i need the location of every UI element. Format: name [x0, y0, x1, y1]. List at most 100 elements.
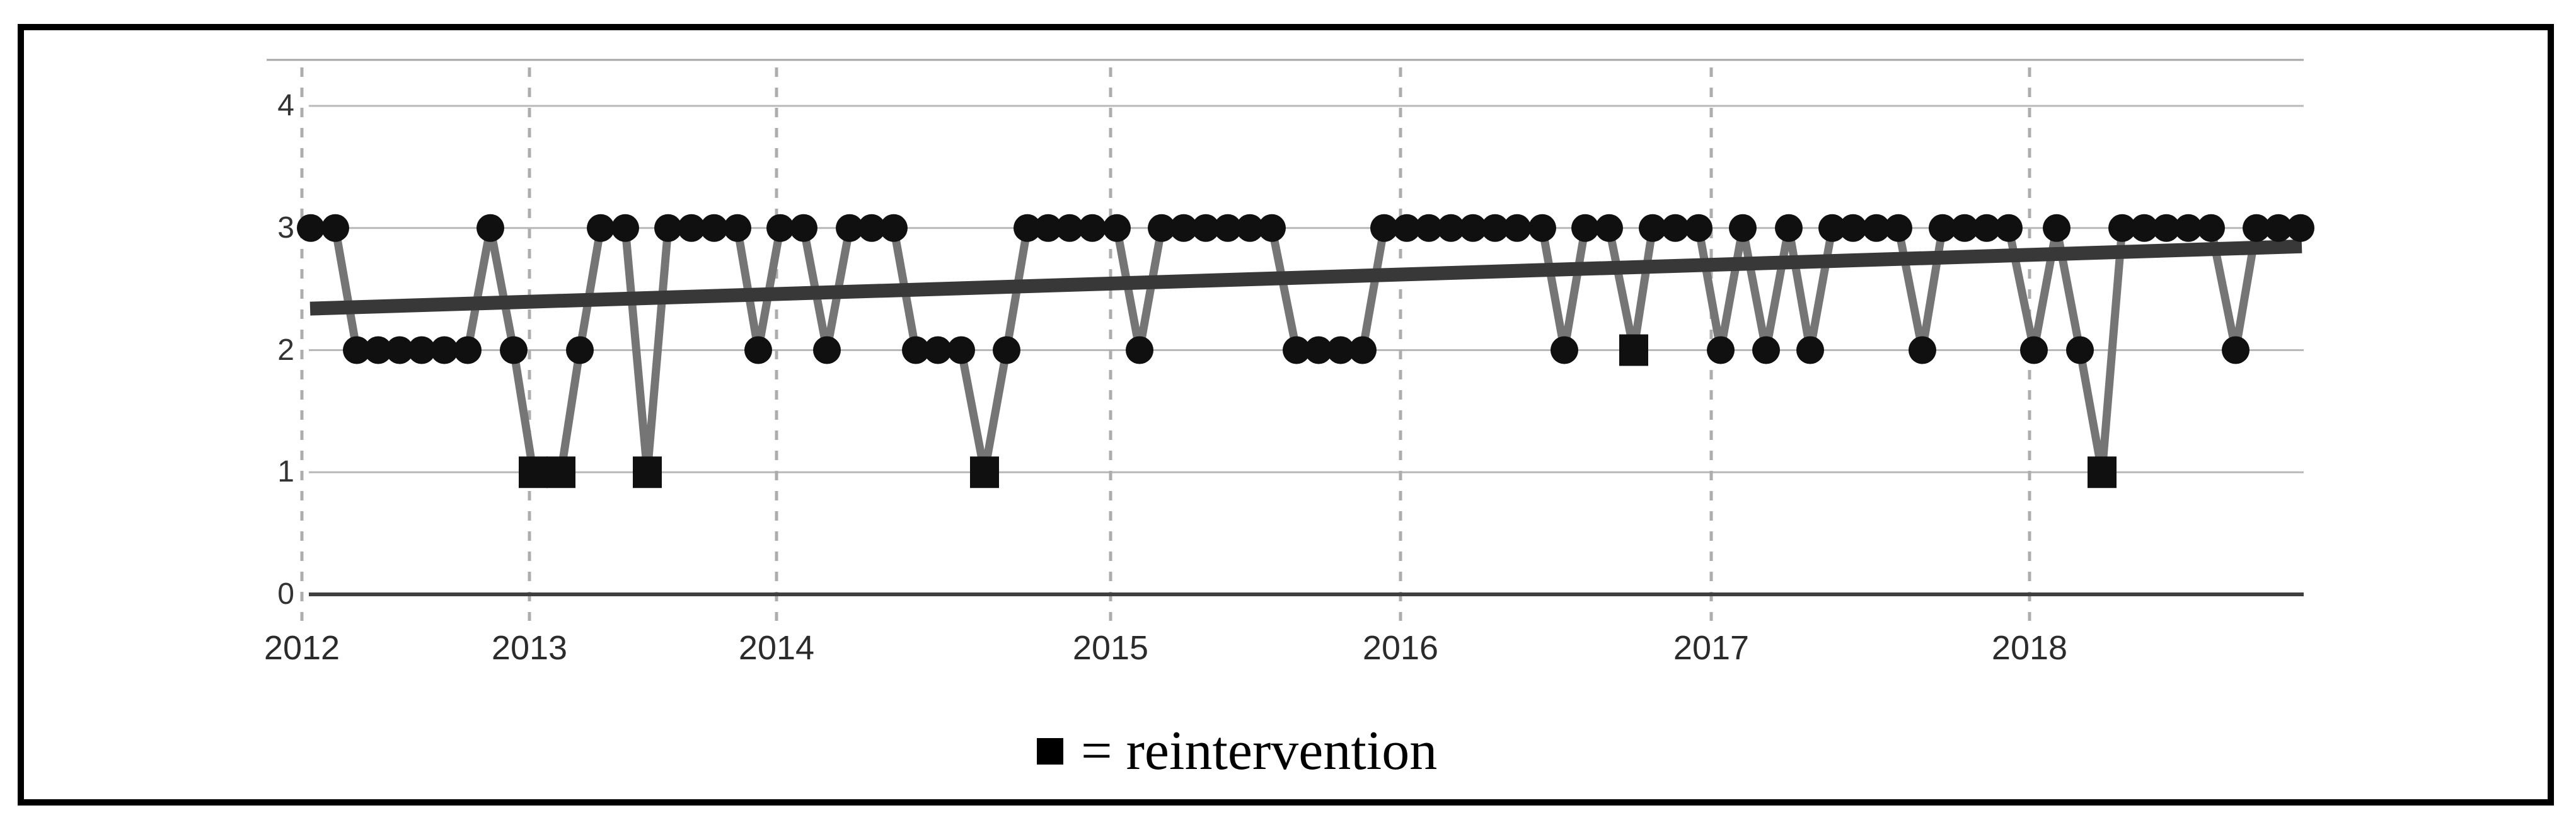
x-tick-label-2014: 2014: [738, 629, 815, 667]
exam-marker: [1685, 214, 1713, 242]
exam-marker: [1437, 214, 1465, 242]
exam-marker: [1034, 214, 1062, 242]
exam-marker: [1236, 214, 1264, 242]
exam-marker: [1551, 336, 1578, 364]
exam-marker: [1393, 214, 1421, 242]
legend-label: = reintervention: [1081, 720, 1438, 782]
exam-marker: [902, 336, 930, 364]
exam-marker: [724, 214, 751, 242]
exam-marker: [1729, 214, 1757, 242]
exam-marker: [1639, 214, 1666, 242]
reintervention-square-icon: [1037, 738, 1063, 765]
exam-marker: [2197, 214, 2225, 242]
exam-marker: [1078, 214, 1106, 242]
exam-marker: [408, 336, 436, 364]
exam-marker: [813, 336, 841, 364]
figure-border: [18, 24, 2554, 806]
exam-marker: [678, 214, 705, 242]
y-tick-label-4: 4: [277, 89, 295, 122]
x-tick-label-2013: 2013: [491, 629, 568, 667]
exam-marker: [477, 214, 504, 242]
exam-marker: [1014, 214, 1041, 242]
exam-marker: [1056, 214, 1083, 242]
exam-marker: [1214, 214, 1242, 242]
exam-marker: [1796, 336, 1824, 364]
exam-marker: [836, 214, 863, 242]
exam-marker: [2020, 336, 2048, 364]
exam-marker: [1503, 214, 1531, 242]
exam-marker: [1305, 336, 1332, 364]
exam-marker: [566, 336, 594, 364]
exam-marker: [1951, 214, 1978, 242]
reintervention-marker: [2088, 456, 2117, 488]
exam-marker: [993, 336, 1020, 364]
exam-marker: [1148, 214, 1175, 242]
y-tick-label-0: 0: [277, 577, 295, 611]
exam-marker: [1661, 214, 1689, 242]
exam-marker: [858, 214, 886, 242]
exam-marker: [611, 214, 639, 242]
exam-marker: [587, 214, 615, 242]
exam-marker: [1929, 214, 1956, 242]
exam-marker: [2222, 336, 2250, 364]
exam-marker: [924, 336, 952, 364]
exam-marker: [364, 336, 392, 364]
exam-marker: [1370, 214, 1398, 242]
x-tick-label-2012: 2012: [263, 629, 340, 667]
x-tick-label-2018: 2018: [1991, 629, 2068, 667]
y-tick-label-3: 3: [277, 211, 295, 245]
exam-marker: [1885, 214, 1912, 242]
legend: = reintervention: [1037, 720, 1437, 783]
exam-marker: [1995, 214, 2023, 242]
reintervention-marker: [519, 456, 548, 488]
exam-marker: [947, 336, 975, 364]
exam-marker: [2130, 214, 2158, 242]
exam-marker: [766, 214, 794, 242]
exam-marker: [1775, 214, 1803, 242]
reintervention-marker: [633, 456, 662, 488]
reintervention-marker: [546, 456, 575, 488]
exam-marker: [343, 336, 371, 364]
exam-marker: [1595, 214, 1623, 242]
reintervention-marker: [970, 456, 999, 488]
exam-marker: [1459, 214, 1487, 242]
exam-marker: [2108, 214, 2136, 242]
exam-marker: [386, 336, 413, 364]
exam-marker: [744, 336, 772, 364]
exam-marker: [2043, 214, 2071, 242]
exam-marker: [1126, 336, 1153, 364]
exam-marker: [1571, 214, 1599, 242]
exam-marker: [2243, 214, 2270, 242]
y-tick-label-2: 2: [277, 333, 295, 367]
exam-marker: [1327, 336, 1354, 364]
exam-marker: [1258, 214, 1286, 242]
x-tick-label-2017: 2017: [1673, 629, 1750, 667]
x-tick-label-2015: 2015: [1072, 629, 1149, 667]
exam-marker: [1481, 214, 1509, 242]
exam-marker: [2287, 214, 2314, 242]
exam-marker: [2066, 336, 2094, 364]
y-tick-label-1: 1: [277, 455, 295, 489]
exam-marker: [1170, 214, 1198, 242]
exam-marker: [2175, 214, 2202, 242]
exam-marker: [790, 214, 817, 242]
reintervention-marker: [1619, 334, 1648, 366]
exam-marker: [1752, 336, 1780, 364]
exam-marker: [500, 336, 528, 364]
exam-marker: [1863, 214, 1890, 242]
exam-marker: [654, 214, 682, 242]
exam-marker: [1707, 336, 1735, 364]
exam-marker: [1973, 214, 2001, 242]
exam-marker: [1192, 214, 1220, 242]
exam-marker: [1528, 214, 1556, 242]
exam-marker: [1415, 214, 1443, 242]
x-tick-label-2016: 2016: [1362, 629, 1439, 667]
exam-marker: [880, 214, 908, 242]
trend-line: [309, 239, 2302, 316]
exam-marker: [454, 336, 482, 364]
exam-marker: [2265, 214, 2292, 242]
exam-marker: [2152, 214, 2180, 242]
exam-marker: [1909, 336, 1936, 364]
